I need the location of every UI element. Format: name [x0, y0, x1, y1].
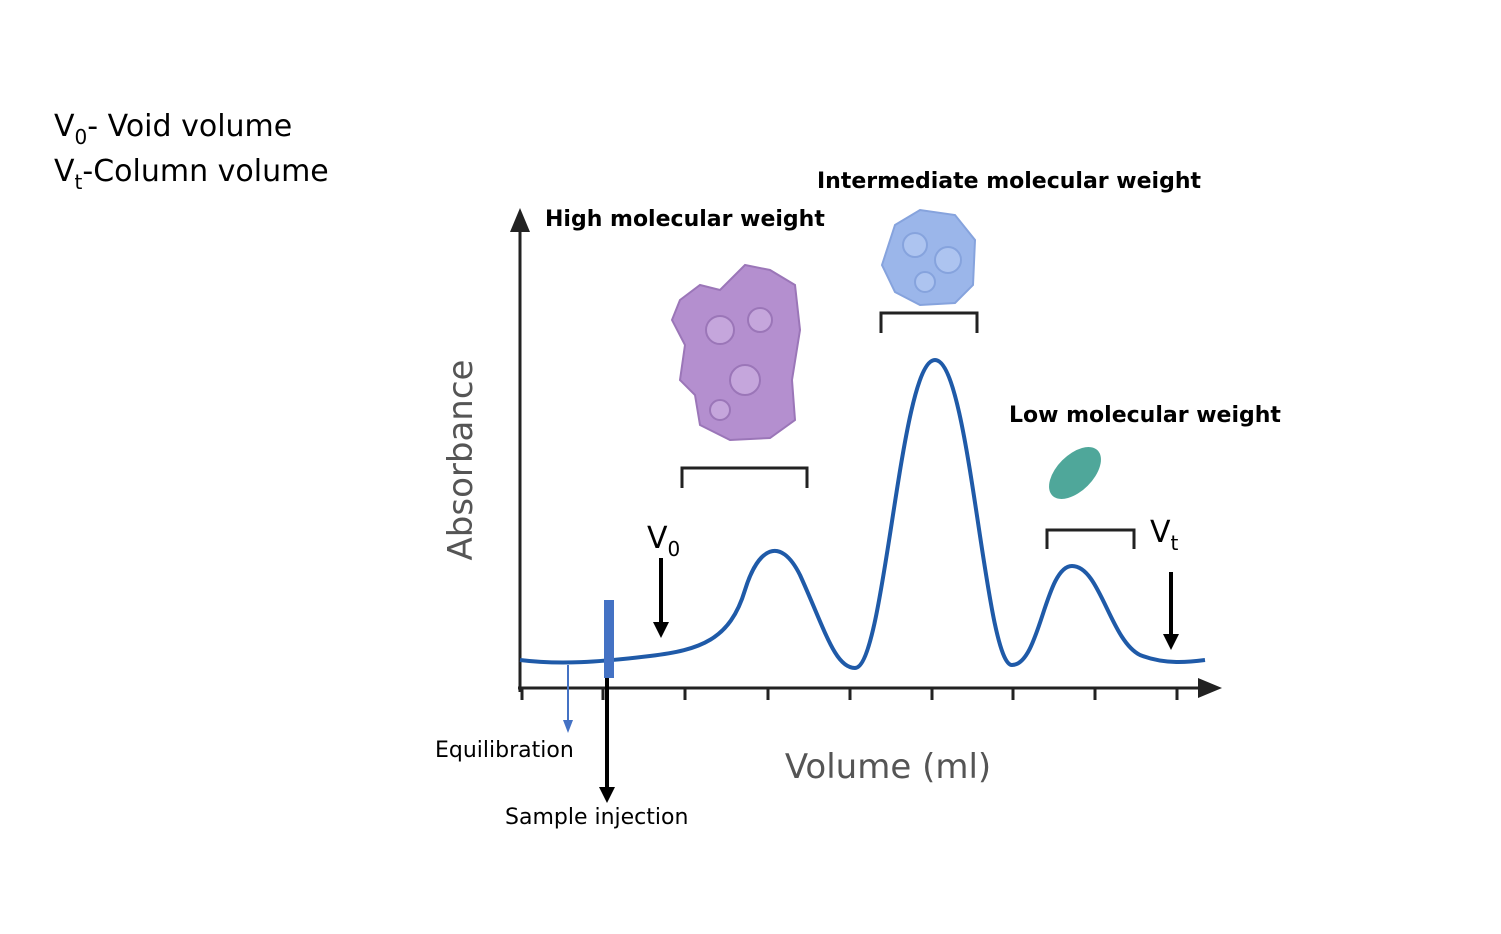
x-label: Volume (ml) [785, 747, 991, 787]
brackets [680, 311, 1136, 549]
subscript: 0 [668, 537, 681, 561]
symbol: V [54, 109, 75, 144]
legend-column: Vt-Column volume [54, 154, 329, 194]
peak-label: High molecular weight [545, 207, 825, 232]
protein-low [1049, 447, 1101, 499]
symbol: V [54, 154, 75, 189]
text: - Void volume [87, 109, 292, 144]
symbol: V [1150, 515, 1171, 550]
ticks [520, 688, 1179, 700]
subscript: t [75, 170, 83, 194]
symbol: V [647, 521, 668, 556]
protein-high [670, 263, 802, 442]
peak-label: Low molecular weight [1009, 403, 1281, 428]
y-arrow [510, 208, 530, 232]
protein-intermediate [880, 208, 977, 307]
subscript: t [1171, 531, 1179, 555]
subscript: 0 [75, 125, 88, 149]
chromatogram [519, 357, 1206, 671]
x-arrow [1198, 678, 1222, 698]
y-label: Absorbance [441, 360, 481, 561]
legend-void: V0- Void volume [54, 109, 292, 149]
event-label: Sample injection [505, 805, 688, 830]
text: -Column volume [82, 154, 328, 189]
marker-vt: Vt [1150, 515, 1179, 555]
event-label: Equilibration [435, 738, 574, 763]
marker-v0: V0 [647, 521, 680, 561]
injection-arrowhead [599, 787, 615, 803]
peak-label: Intermediate molecular weight [817, 169, 1202, 194]
equilibration-arrowhead [563, 720, 573, 733]
injection-bar [604, 600, 614, 678]
vt-arrowhead [1163, 634, 1179, 650]
v0-arrowhead [653, 622, 669, 638]
